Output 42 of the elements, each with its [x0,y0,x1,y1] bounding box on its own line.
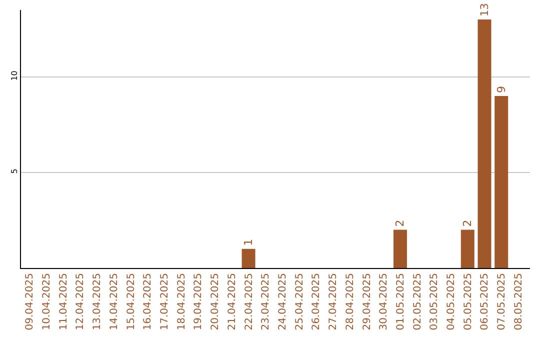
x-tick-label: 13.04.2025 [92,273,104,330]
bar [242,248,256,268]
bar [478,20,492,268]
x-tick-label: 18.04.2025 [176,273,188,330]
x-tick-label: 26.04.2025 [311,273,322,330]
bar [494,96,508,268]
x-tick-label: 09.04.2025 [24,273,36,330]
data-label: 13 [478,3,491,17]
x-tick-label: 10.04.2025 [42,273,53,330]
x-tick-label: 03.05.2025 [429,273,440,330]
x-tick-label: 04.05.2025 [446,273,458,330]
data-label: 1 [242,238,256,246]
x-tick-label: 28.04.2025 [344,273,356,330]
y-tick-label: 5 [10,168,19,174]
y-tick-label: 10 [10,70,19,81]
x-tick-label: 30.04.2025 [378,273,390,330]
x-tick-label: 14.04.2025 [108,273,120,330]
x-tick-label: 08.05.2025 [513,273,524,330]
x-tick-label: 22.04.2025 [244,273,255,330]
x-tick-label: 12.04.2025 [75,273,86,330]
x-tick-label: 20.04.2025 [210,273,222,330]
x-tick-label: 02.05.2025 [412,273,424,330]
x-tick-label: 19.04.2025 [193,273,204,330]
x-tick-label: 06.05.2025 [480,273,491,330]
x-tick-label: 05.05.2025 [462,273,474,330]
x-tick-label: 11.04.2025 [58,273,70,330]
x-tick-label: 27.04.2025 [328,273,340,330]
x-tick-label: 29.04.2025 [362,273,373,330]
bar [460,230,474,268]
x-tick-label: 15.04.2025 [126,273,137,330]
x-tick-label: 17.04.2025 [160,273,171,330]
data-label: 9 [494,86,508,93]
x-tick-label: 24.04.2025 [277,273,288,330]
bar [393,230,407,268]
x-tick-label: 16.04.2025 [142,273,154,330]
data-label: 2 [461,220,474,227]
x-tick-label: 25.04.2025 [294,273,306,330]
x-tick-label: 01.05.2025 [395,273,406,330]
x-tick-label: 07.05.2025 [496,273,508,330]
data-label: 2 [394,220,407,227]
x-tick-label: 23.04.2025 [260,273,272,330]
x-tick-label: 21.04.2025 [226,273,238,330]
